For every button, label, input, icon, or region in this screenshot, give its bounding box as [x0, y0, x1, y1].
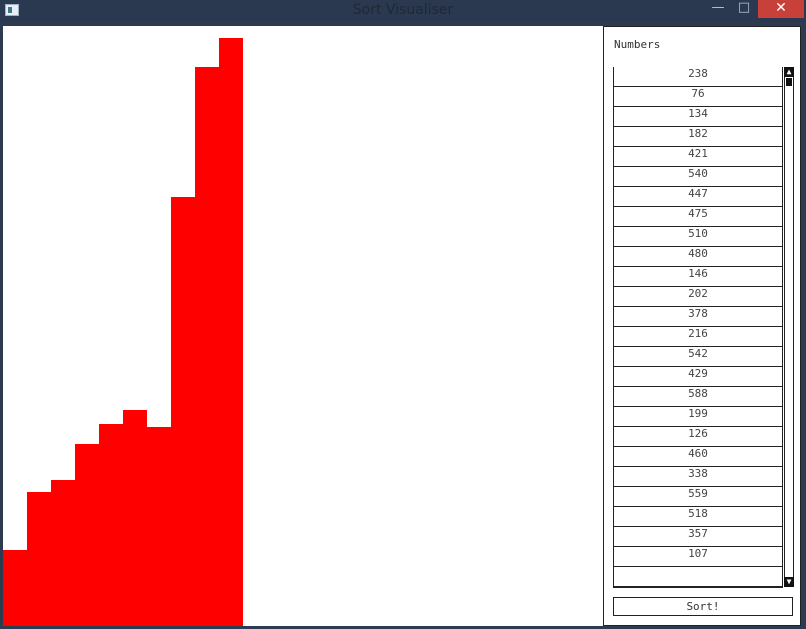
app-icon [5, 4, 19, 16]
visualiser-canvas [3, 26, 603, 626]
number-value: 182 [688, 127, 708, 140]
number-value: 216 [688, 327, 708, 340]
number-value: 126 [688, 427, 708, 440]
number-value: 199 [688, 407, 708, 420]
number-value: 429 [688, 367, 708, 380]
sort-bar [99, 424, 123, 626]
minimize-button[interactable]: — [711, 0, 725, 15]
number-value: 510 [688, 227, 708, 240]
number-value: 238 [688, 67, 708, 80]
number-value: 421 [688, 147, 708, 160]
numbers-list[interactable]: 238 76 134 182 421 540 447 475 510 480 146 202 378 21… [613, 67, 783, 588]
number-input[interactable]: 216 [613, 327, 783, 347]
number-value: 518 [688, 507, 708, 520]
sort-bar [171, 197, 195, 626]
number-value: 107 [688, 547, 708, 560]
number-value: 378 [688, 307, 708, 320]
maximize-button[interactable]: □ [737, 0, 751, 15]
numbers-panel: Numbers 238 76 134 182 421 540 447 475 510 480 146… [603, 26, 801, 626]
number-input[interactable]: 518 [613, 507, 783, 527]
number-input[interactable]: 146 [613, 267, 783, 287]
number-value: 480 [688, 247, 708, 260]
scroll-up-arrow-icon[interactable]: ▲ [784, 67, 794, 77]
number-value: 475 [688, 207, 708, 220]
close-button[interactable]: ✕ [758, 0, 804, 18]
scroll-down-arrow-icon[interactable]: ▼ [784, 577, 794, 587]
number-value: 338 [688, 467, 708, 480]
number-value: 540 [688, 167, 708, 180]
number-value: 588 [688, 387, 708, 400]
number-input[interactable]: 338 [613, 467, 783, 487]
number-value: 559 [688, 487, 708, 500]
number-input[interactable]: 199 [613, 407, 783, 427]
number-input[interactable]: 134 [613, 107, 783, 127]
number-input[interactable]: 588 [613, 387, 783, 407]
number-input[interactable]: 378 [613, 307, 783, 327]
number-input[interactable]: 429 [613, 367, 783, 387]
number-value: 447 [688, 187, 708, 200]
number-input[interactable]: 421 [613, 147, 783, 167]
number-input[interactable]: 126 [613, 427, 783, 447]
sort-bar [75, 444, 99, 626]
number-input[interactable]: 107 [613, 547, 783, 567]
sort-bar [219, 38, 243, 626]
sort-bar [147, 427, 171, 626]
sort-bar [195, 67, 219, 626]
number-input[interactable]: 182 [613, 127, 783, 147]
number-input[interactable]: 357 [613, 527, 783, 547]
empty-number-row[interactable] [613, 567, 783, 587]
number-input[interactable]: 510 [613, 227, 783, 247]
sort-button[interactable]: Sort! [613, 597, 793, 616]
number-value: 357 [688, 527, 708, 540]
number-input[interactable]: 202 [613, 287, 783, 307]
number-value: 542 [688, 347, 708, 360]
number-input[interactable]: 460 [613, 447, 783, 467]
number-input[interactable]: 480 [613, 247, 783, 267]
window-title: Sort Visualiser [352, 2, 454, 18]
number-value: 146 [688, 267, 708, 280]
sort-bar [3, 550, 27, 626]
number-value: 460 [688, 447, 708, 460]
number-value: 134 [688, 107, 708, 120]
number-input[interactable]: 238 [613, 67, 783, 87]
sort-bar [123, 410, 147, 626]
sort-bar [51, 480, 75, 626]
scroll-thumb[interactable] [786, 78, 792, 86]
number-input[interactable]: 559 [613, 487, 783, 507]
number-input[interactable]: 542 [613, 347, 783, 367]
number-input[interactable]: 447 [613, 187, 783, 207]
number-value: 76 [691, 87, 705, 100]
number-input[interactable]: 540 [613, 167, 783, 187]
numbers-label: Numbers [614, 38, 661, 51]
number-value: 202 [688, 287, 708, 300]
numbers-scrollbar[interactable]: ▲ ▼ [784, 67, 794, 587]
sort-bar [27, 492, 51, 626]
number-input[interactable]: 475 [613, 207, 783, 227]
number-input[interactable]: 76 [613, 87, 783, 107]
title-bar: Sort Visualiser — □ ✕ [0, 0, 806, 22]
